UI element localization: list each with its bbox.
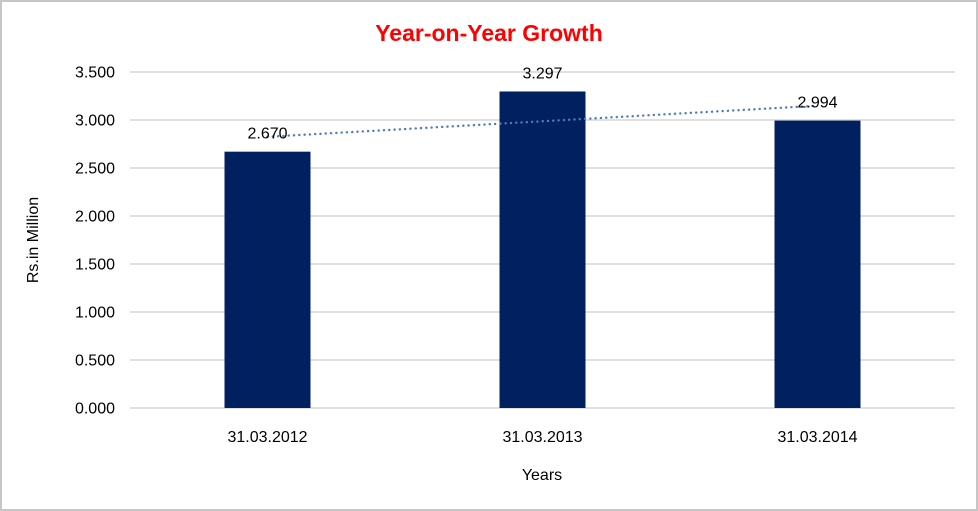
bars bbox=[224, 91, 861, 409]
data-labels: 2.670 3.297 2.994 bbox=[247, 65, 837, 142]
y-tick-label: 1.500 bbox=[75, 257, 115, 274]
y-tick-label: 2.500 bbox=[75, 161, 115, 178]
bar-data-label: 3.297 bbox=[522, 65, 562, 82]
y-axis-tick-labels: 0.000 0.500 1.000 1.500 2.000 2.500 3.000 3.500 bbox=[75, 65, 115, 418]
x-axis-category-labels: 31.03.2012 31.03.2013 31.03.2014 bbox=[227, 429, 857, 446]
x-category-label: 31.03.2012 bbox=[227, 429, 307, 446]
y-tick-label: 0.000 bbox=[75, 401, 115, 418]
x-category-label: 31.03.2013 bbox=[502, 429, 582, 446]
y-tick-label: 3.000 bbox=[75, 113, 115, 130]
bar-data-label: 2.670 bbox=[247, 126, 287, 143]
chart-title: Year-on-Year Growth bbox=[375, 20, 603, 46]
bar bbox=[224, 151, 311, 408]
y-tick-label: 3.500 bbox=[75, 65, 115, 82]
bar bbox=[499, 91, 586, 408]
y-tick-label: 2.000 bbox=[75, 209, 115, 226]
y-tick-label: 0.500 bbox=[75, 353, 115, 370]
y-tick-label: 1.000 bbox=[75, 305, 115, 322]
x-axis-title: Years bbox=[522, 467, 562, 484]
trendline bbox=[266, 104, 819, 139]
x-category-label: 31.03.2014 bbox=[777, 429, 857, 446]
bar-data-label: 2.994 bbox=[797, 95, 837, 112]
y-axis-title: Rs.in Million bbox=[25, 197, 42, 283]
bar bbox=[774, 120, 861, 409]
trend-line bbox=[266, 104, 819, 139]
